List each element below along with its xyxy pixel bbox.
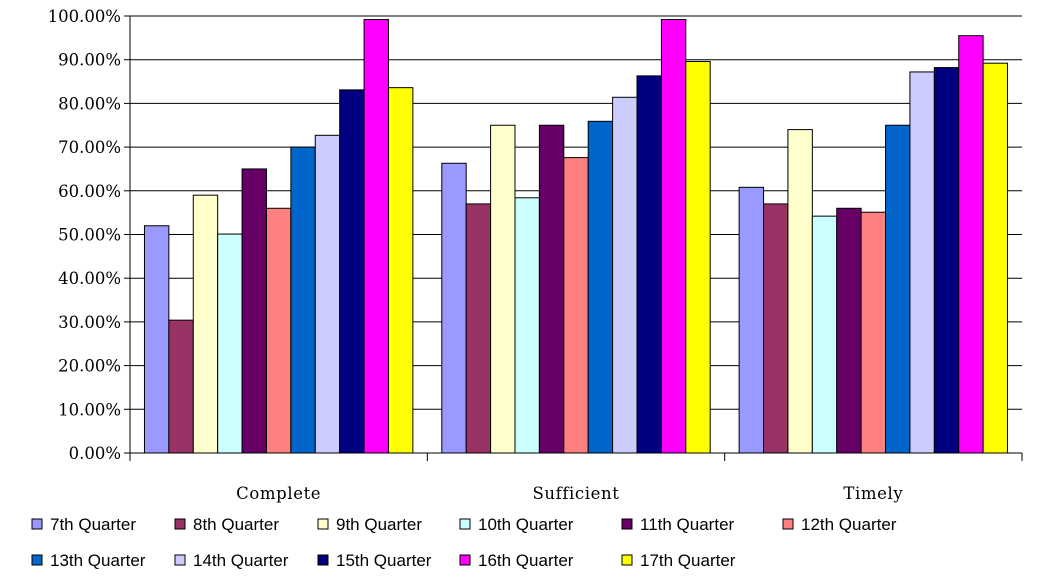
legend-label: 14th Quarter bbox=[193, 551, 289, 570]
bar-15th-quarter-sufficient bbox=[636, 75, 662, 454]
y-tick-label: 50.00% bbox=[58, 226, 121, 245]
bar-14th-quarter-sufficient bbox=[612, 96, 638, 454]
legend-label: 15th Quarter bbox=[336, 551, 432, 570]
bar-16th-quarter-complete bbox=[363, 18, 389, 454]
legend-item: 13th Quarter bbox=[31, 551, 146, 570]
bar-10th-quarter-complete bbox=[217, 233, 243, 454]
legend-swatch bbox=[459, 554, 471, 566]
legend-swatch bbox=[459, 518, 471, 530]
y-tick-label: 10.00% bbox=[58, 400, 121, 419]
legend-swatch bbox=[782, 518, 794, 530]
legend-label: 16th Quarter bbox=[478, 551, 574, 570]
legend-item: 16th Quarter bbox=[459, 551, 574, 570]
legend-swatch bbox=[31, 554, 43, 566]
x-category-label: Sufficient bbox=[533, 484, 620, 503]
legend-swatch bbox=[317, 518, 329, 530]
bar-9th-quarter-sufficient bbox=[490, 124, 516, 454]
bar-17th-quarter-timely bbox=[982, 62, 1009, 454]
bar-11th-quarter-complete bbox=[241, 168, 267, 454]
y-tick-label: 60.00% bbox=[58, 182, 121, 201]
bar-12th-quarter-complete bbox=[265, 207, 292, 454]
bar-11th-quarter-sufficient bbox=[538, 124, 565, 454]
legend-swatch bbox=[174, 518, 186, 530]
bar-10th-quarter-sufficient bbox=[514, 197, 540, 454]
legend-item: 7th Quarter bbox=[31, 515, 136, 534]
legend-swatch bbox=[174, 554, 186, 566]
legend-item: 10th Quarter bbox=[459, 515, 574, 534]
bar-16th-quarter-sufficient bbox=[660, 18, 687, 454]
bar-12th-quarter-sufficient bbox=[563, 157, 589, 454]
bar-7th-quarter-complete bbox=[143, 225, 170, 454]
y-tick-label: 30.00% bbox=[58, 313, 121, 332]
legend-label: 13th Quarter bbox=[50, 551, 146, 570]
legend-label: 10th Quarter bbox=[478, 515, 574, 534]
legend-item: 8th Quarter bbox=[174, 515, 279, 534]
y-tick-label: 20.00% bbox=[58, 357, 121, 376]
bar-13th-quarter-timely bbox=[885, 124, 911, 454]
bar-14th-quarter-complete bbox=[314, 134, 341, 454]
bar-17th-quarter-sufficient bbox=[685, 60, 711, 454]
x-axis-categories: Complete Sufficient Timely bbox=[236, 484, 903, 503]
bar-12th-quarter-timely bbox=[860, 211, 887, 454]
legend-item: 12th Quarter bbox=[782, 515, 897, 534]
legend-swatch bbox=[31, 518, 43, 530]
bars bbox=[143, 18, 1009, 454]
bar-16th-quarter-timely bbox=[958, 35, 984, 454]
y-tick-label: 0.00% bbox=[69, 444, 121, 463]
legend-item: 17th Quarter bbox=[621, 551, 736, 570]
legend-item: 15th Quarter bbox=[317, 551, 432, 570]
legend-swatch bbox=[317, 554, 329, 566]
bar-8th-quarter-timely bbox=[763, 203, 789, 454]
bar-11th-quarter-timely bbox=[836, 207, 862, 454]
legend-label: 8th Quarter bbox=[193, 515, 279, 534]
bar-7th-quarter-timely bbox=[738, 186, 765, 454]
bar-8th-quarter-sufficient bbox=[465, 203, 492, 454]
bar-15th-quarter-timely bbox=[933, 67, 960, 454]
legend-label: 12th Quarter bbox=[801, 515, 897, 534]
y-tick-label: 40.00% bbox=[58, 269, 121, 288]
legend-item: 11th Quarter bbox=[621, 515, 735, 534]
y-tick-label: 100.00% bbox=[48, 7, 121, 26]
legend-item: 14th Quarter bbox=[174, 551, 289, 570]
bar-9th-quarter-complete bbox=[192, 194, 219, 454]
y-axis-ticks: 0.00% 10.00% 20.00% 30.00% 40.00% 50.00% 60.00… bbox=[48, 7, 130, 463]
legend-label: 9th Quarter bbox=[336, 515, 422, 534]
y-tick-label: 80.00% bbox=[58, 94, 121, 113]
legend-item: 9th Quarter bbox=[317, 515, 422, 534]
x-category-label: Complete bbox=[236, 484, 321, 503]
bar-8th-quarter-complete bbox=[168, 319, 194, 454]
legend-label: 7th Quarter bbox=[50, 515, 136, 534]
axes bbox=[129, 16, 1023, 461]
legend-swatch bbox=[621, 554, 633, 566]
y-tick-label: 90.00% bbox=[58, 51, 121, 70]
bar-17th-quarter-complete bbox=[387, 87, 414, 454]
legend-label: 11th Quarter bbox=[640, 515, 735, 534]
y-tick-label: 70.00% bbox=[58, 138, 121, 157]
legend-swatch bbox=[621, 518, 633, 530]
legend-label: 17th Quarter bbox=[640, 551, 736, 570]
bar-9th-quarter-timely bbox=[787, 129, 813, 454]
bar-13th-quarter-complete bbox=[290, 146, 316, 454]
bar-13th-quarter-sufficient bbox=[587, 120, 614, 454]
bar-14th-quarter-timely bbox=[909, 71, 935, 454]
bar-15th-quarter-complete bbox=[339, 89, 365, 454]
bar-10th-quarter-timely bbox=[811, 215, 838, 454]
bar-7th-quarter-sufficient bbox=[441, 162, 467, 454]
x-category-label: Timely bbox=[843, 484, 903, 503]
legend: 7th Quarter 8th Quarter 9th Quarter 10th Qu… bbox=[31, 515, 897, 570]
